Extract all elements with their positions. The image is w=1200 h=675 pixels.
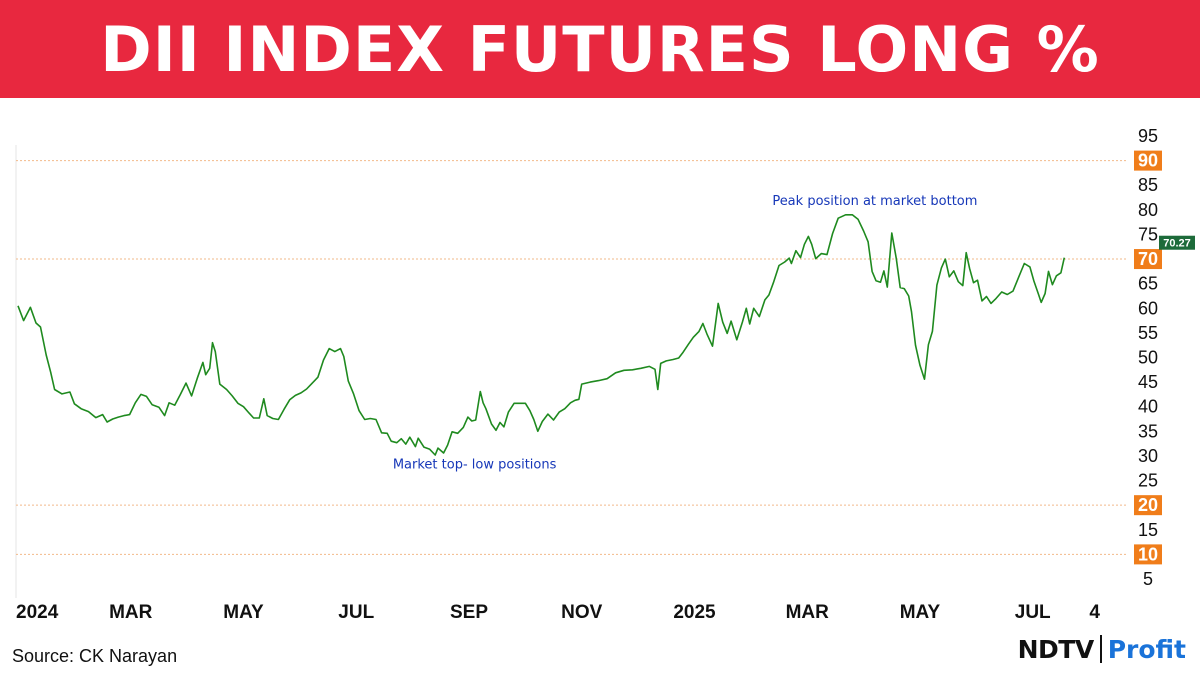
page-title: DII INDEX FUTURES LONG % bbox=[100, 12, 1100, 86]
y-tick-label: 85 bbox=[1138, 175, 1158, 195]
y-tick-label: 30 bbox=[1138, 446, 1158, 466]
x-axis: 2024 MAR MAY JUL SEP NOV 2025 MAR MAY JUL 4 bbox=[16, 602, 1100, 623]
last-value-label: 70.27 bbox=[1163, 238, 1191, 250]
brand-divider bbox=[1099, 635, 1102, 663]
x-tick-label: JUL bbox=[1015, 602, 1051, 623]
y-tick-label: 5 bbox=[1143, 569, 1153, 589]
y-tick-label: 70 bbox=[1138, 249, 1158, 269]
y-tick-label: 10 bbox=[1138, 544, 1158, 564]
y-tick-label: 35 bbox=[1138, 421, 1158, 441]
y-tick-label: 95 bbox=[1138, 126, 1158, 146]
brand-secondary: Profit bbox=[1107, 634, 1186, 664]
last-value-badge: 70.27 bbox=[1159, 235, 1195, 250]
x-tick-label: 4 bbox=[1089, 602, 1100, 623]
x-tick-label: JUL bbox=[338, 602, 374, 623]
chart-annotation: Market top- low positions bbox=[393, 457, 557, 472]
x-tick-label: 2024 bbox=[16, 602, 59, 623]
y-tick-highlight bbox=[1134, 544, 1162, 565]
y-tick-label: 25 bbox=[1138, 471, 1158, 491]
x-tick-label: 2025 bbox=[673, 602, 716, 623]
y-tick-label: 90 bbox=[1138, 151, 1158, 171]
last-value-box bbox=[1159, 235, 1195, 250]
chart-annotation: Peak position at market bottom bbox=[772, 194, 977, 209]
x-tick-label: MAR bbox=[109, 602, 153, 623]
y-tick-highlight bbox=[1134, 495, 1162, 516]
brand-logo: NDTV Profit bbox=[1018, 632, 1186, 666]
y-tick-label: 65 bbox=[1138, 274, 1158, 294]
x-tick-label: MAY bbox=[223, 602, 264, 623]
reference-lines bbox=[16, 160, 1126, 555]
y-tick-label: 20 bbox=[1138, 495, 1158, 515]
y-axis: 5 10 15 20 25 30 35 40 45 50 55 60 65 70 75 80 85 90 95 bbox=[1134, 126, 1162, 589]
y-tick-label: 60 bbox=[1138, 298, 1158, 318]
x-tick-label: NOV bbox=[561, 602, 603, 623]
series-line bbox=[17, 214, 1066, 456]
y-tick-label: 15 bbox=[1138, 520, 1158, 540]
y-tick-label: 45 bbox=[1138, 372, 1158, 392]
y-tick-label: 50 bbox=[1138, 348, 1158, 368]
y-tick-highlight bbox=[1134, 249, 1162, 270]
x-tick-label: SEP bbox=[450, 602, 488, 623]
y-tick-label: 55 bbox=[1138, 323, 1158, 343]
annotations: Peak position at market bottom Market top… bbox=[393, 194, 978, 472]
title-banner: DII INDEX FUTURES LONG % bbox=[0, 0, 1200, 98]
brand-primary: NDTV bbox=[1017, 634, 1095, 664]
x-tick-label: MAY bbox=[900, 602, 941, 623]
y-tick-label: 80 bbox=[1138, 200, 1158, 220]
x-tick-label: MAR bbox=[786, 602, 830, 623]
y-tick-highlight bbox=[1134, 150, 1162, 171]
source-note: Source: CK Narayan bbox=[12, 646, 178, 666]
y-tick-label: 40 bbox=[1138, 397, 1158, 417]
y-tick-label: 75 bbox=[1138, 224, 1158, 244]
